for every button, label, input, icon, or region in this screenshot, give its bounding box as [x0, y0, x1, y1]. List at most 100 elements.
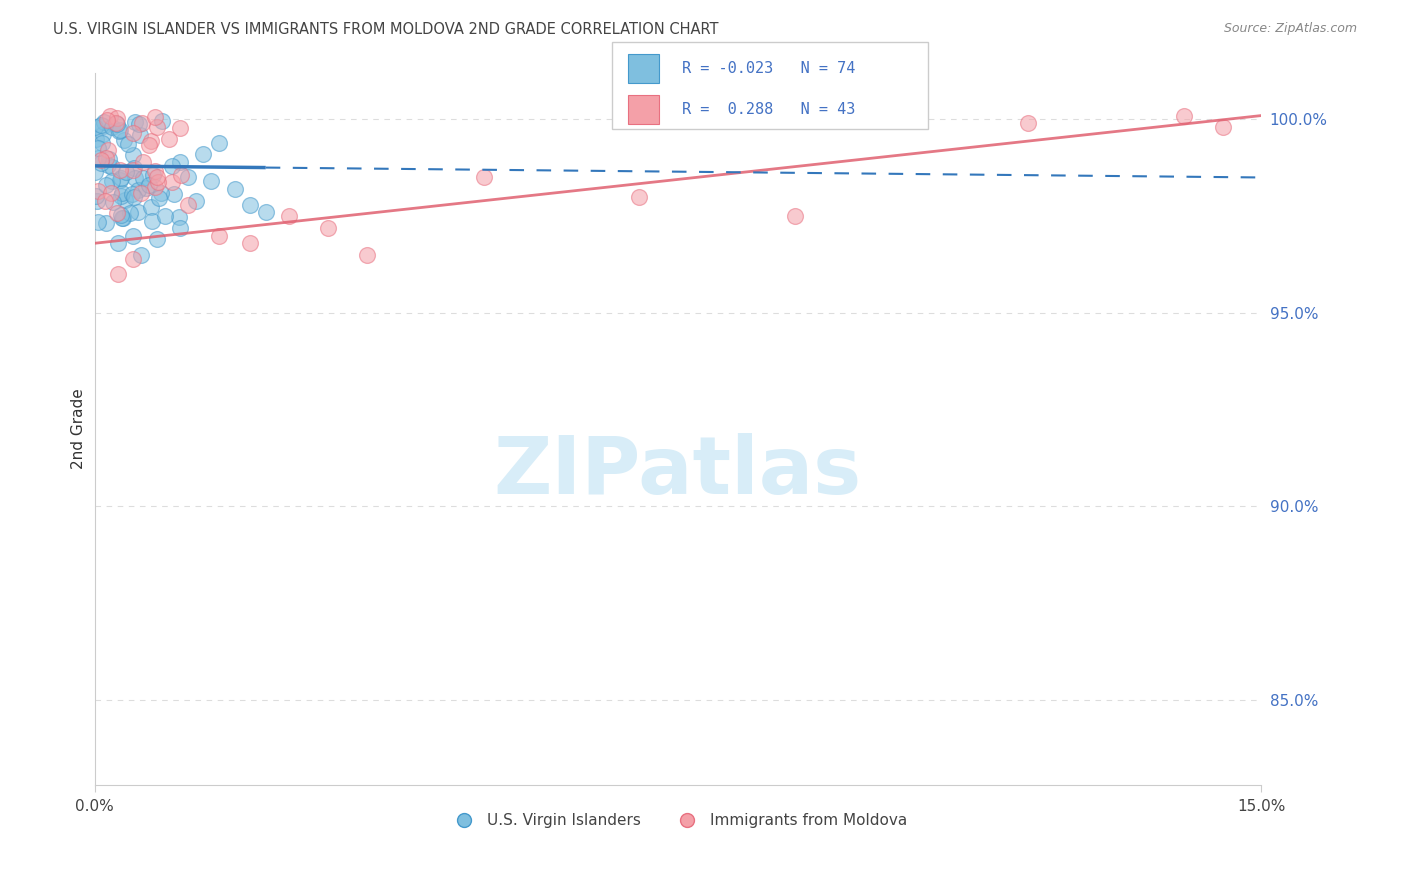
Text: ZIPatlas: ZIPatlas	[494, 433, 862, 511]
Point	[472, 170, 495, 185]
Point	[114, 193, 136, 207]
Point	[105, 206, 128, 220]
Point	[108, 123, 131, 137]
Point	[84, 131, 107, 145]
Point	[141, 214, 163, 228]
Point	[169, 220, 191, 235]
Point	[84, 189, 107, 203]
Point	[628, 190, 651, 204]
Point	[101, 174, 124, 188]
Text: R = -0.023   N = 74: R = -0.023 N = 74	[682, 62, 855, 76]
Point	[91, 119, 114, 133]
Point	[108, 163, 131, 178]
Point	[94, 216, 117, 230]
Point	[153, 209, 176, 223]
Point	[356, 248, 378, 262]
Point	[98, 152, 121, 166]
Point	[122, 126, 145, 140]
Point	[135, 181, 157, 195]
Point	[97, 144, 120, 158]
Point	[143, 180, 166, 194]
Point	[148, 191, 170, 205]
Point	[138, 178, 160, 193]
Point	[124, 171, 146, 186]
Point	[142, 168, 165, 182]
Point	[169, 154, 191, 169]
Point	[121, 187, 143, 202]
Y-axis label: 2nd Grade: 2nd Grade	[72, 389, 86, 469]
Point	[129, 186, 152, 200]
Legend: U.S. Virgin Islanders, Immigrants from Moldova: U.S. Virgin Islanders, Immigrants from M…	[443, 807, 912, 834]
Point	[129, 128, 152, 143]
Point	[1211, 120, 1233, 135]
Point	[132, 170, 155, 185]
Point	[100, 186, 122, 201]
Point	[184, 194, 207, 208]
Point	[101, 160, 124, 174]
Point	[103, 194, 125, 209]
Point	[122, 190, 145, 204]
Point	[146, 170, 169, 185]
Point	[169, 121, 191, 136]
Point	[167, 211, 190, 225]
Point	[110, 188, 132, 202]
Point	[87, 141, 110, 155]
Point	[86, 194, 108, 208]
Point	[121, 162, 143, 177]
Point	[1173, 109, 1195, 123]
Point	[208, 228, 231, 243]
Point	[146, 120, 169, 135]
Point	[110, 171, 132, 186]
Point	[115, 165, 138, 179]
Point	[90, 156, 112, 170]
Point	[90, 153, 112, 167]
Point	[93, 128, 115, 142]
Point	[131, 116, 153, 130]
Point	[163, 186, 186, 201]
Point	[111, 211, 134, 225]
Point	[108, 173, 131, 187]
Point	[111, 186, 134, 201]
Point	[138, 138, 160, 153]
Point	[129, 248, 152, 262]
Point	[90, 119, 112, 133]
Point	[94, 151, 117, 165]
Point	[122, 161, 145, 175]
Point	[84, 165, 107, 179]
Point	[200, 174, 222, 188]
Point	[143, 163, 166, 178]
Point	[98, 109, 121, 123]
Point	[90, 136, 112, 150]
Point	[139, 134, 162, 148]
Point	[159, 132, 181, 146]
Text: U.S. VIRGIN ISLANDER VS IMMIGRANTS FROM MOLDOVA 2ND GRADE CORRELATION CHART: U.S. VIRGIN ISLANDER VS IMMIGRANTS FROM …	[53, 22, 718, 37]
Point	[112, 211, 135, 226]
Point	[239, 236, 262, 251]
Point	[122, 228, 145, 243]
Text: R =  0.288   N = 43: R = 0.288 N = 43	[682, 103, 855, 117]
Point	[783, 209, 806, 223]
Point	[139, 200, 162, 214]
Point	[101, 120, 124, 135]
Point	[83, 120, 105, 134]
Point	[162, 175, 184, 189]
Point	[316, 220, 339, 235]
Point	[146, 232, 169, 246]
Point	[121, 147, 143, 161]
Point	[112, 133, 135, 147]
Point	[127, 204, 149, 219]
Point	[107, 267, 129, 281]
Point	[254, 205, 277, 219]
Point	[118, 206, 141, 220]
Point	[110, 123, 132, 137]
Point	[145, 110, 167, 124]
Point	[124, 115, 146, 129]
Point	[86, 151, 108, 165]
Point	[104, 116, 127, 130]
Point	[97, 158, 120, 172]
Point	[193, 147, 215, 161]
Point	[117, 137, 139, 152]
Point	[148, 175, 170, 189]
Point	[1017, 116, 1039, 130]
Point	[177, 170, 200, 185]
